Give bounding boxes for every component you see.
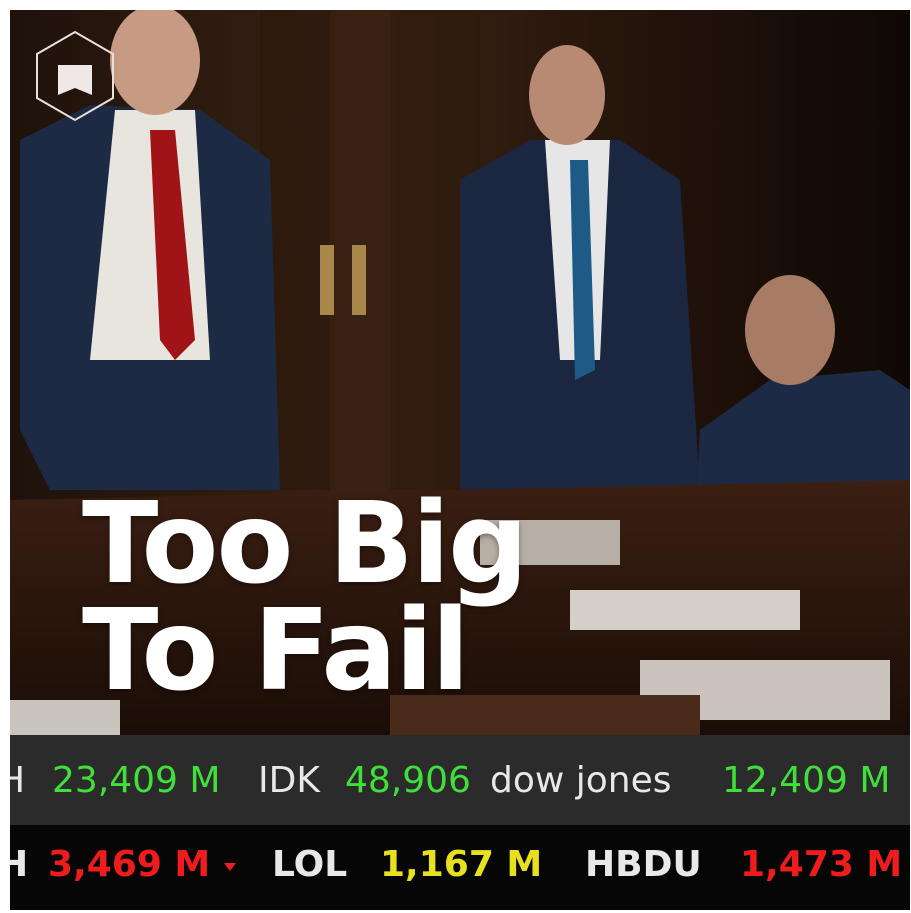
scene [10,10,910,735]
ticker-item: 3,469 M [48,844,211,885]
ticker-item: H [10,760,26,801]
poster-frame: Too Big To Fail H 23,409 M IDK 48,906 dow jo… [10,10,910,910]
ticker-item: 48,906 [345,760,471,801]
ticker-bar: H 23,409 M IDK 48,906 dow jones 12,409 M [10,735,910,825]
ticker-item: 23,409 M [52,760,221,801]
ticker-item: IDK [258,760,320,801]
ticker-item: 1,473 M [740,844,903,885]
ticker-item: 1,167 M [380,844,543,885]
ticker-bar: H 3,469 M LOL 1,167 M HBDU 1,473 M [10,825,910,910]
ticker-item: H [10,844,29,885]
down-arrow [224,863,236,871]
title-line: Too Big [82,479,528,609]
ticker-item: dow jones [490,760,672,801]
ticker-item: 12,409 M [722,760,891,801]
title-line: To Fail [82,586,470,716]
ticker-item: HBDU [585,844,702,885]
ticker-item: LOL [272,844,348,885]
